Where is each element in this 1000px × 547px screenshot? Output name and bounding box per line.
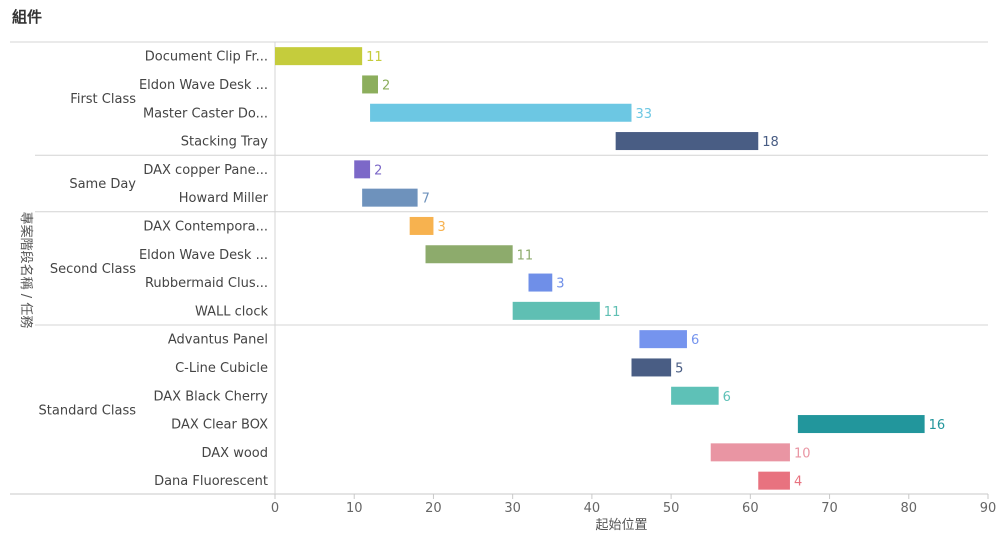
y-axis-title: 專案階段名稱 / 任務 xyxy=(18,212,34,329)
bar-value-label: 3 xyxy=(556,277,564,292)
task-bar xyxy=(512,301,600,320)
bar-value-label: 5 xyxy=(675,361,683,376)
task-label: DAX Black Cherry xyxy=(154,389,269,404)
bar-value-label: 16 xyxy=(929,418,946,433)
bar-value-label: 6 xyxy=(723,390,731,405)
task-label: Stacking Tray xyxy=(181,135,269,150)
bar-value-label: 10 xyxy=(794,446,811,461)
task-label: Rubbermaid Clus... xyxy=(145,276,268,291)
task-bar xyxy=(671,386,719,405)
bar-value-label: 18 xyxy=(762,135,779,150)
x-tick-label: 70 xyxy=(821,501,838,516)
task-label: DAX copper Pane... xyxy=(143,163,268,178)
task-bar xyxy=(362,188,418,207)
chart-title: 組件 xyxy=(12,8,43,26)
bar-value-label: 6 xyxy=(691,333,699,348)
task-label: DAX Contempora... xyxy=(143,219,268,234)
task-label: Document Clip Fr... xyxy=(145,50,268,65)
task-label: Master Caster Do... xyxy=(143,106,268,121)
bar-value-label: 7 xyxy=(422,192,430,207)
x-tick-label: 60 xyxy=(742,501,759,516)
task-bar xyxy=(710,443,790,462)
task-bar xyxy=(615,132,759,151)
task-bar xyxy=(631,358,672,377)
task-bar xyxy=(354,160,371,179)
task-label: DAX Clear BOX xyxy=(171,418,268,433)
x-tick-label: 90 xyxy=(980,501,997,516)
task-bar xyxy=(370,103,632,122)
task-bar xyxy=(275,47,363,66)
task-label: C-Line Cubicle xyxy=(175,361,268,376)
x-tick-label: 40 xyxy=(584,501,601,516)
x-axis-title: 起始位置 xyxy=(595,518,647,533)
bar-value-label: 11 xyxy=(604,305,621,320)
task-bar xyxy=(362,75,378,94)
task-label: DAX wood xyxy=(201,446,268,461)
task-label: Advantus Panel xyxy=(168,333,268,348)
x-tick-label: 30 xyxy=(504,501,521,516)
bar-value-label: 3 xyxy=(437,220,445,235)
task-bar xyxy=(797,415,925,434)
task-label: Eldon Wave Desk ... xyxy=(139,78,268,93)
task-bar xyxy=(409,216,434,235)
group-label: First Class xyxy=(70,92,136,107)
task-bar xyxy=(758,471,790,490)
task-bar xyxy=(639,330,687,349)
bar-value-label: 4 xyxy=(794,475,802,490)
bar-value-label: 2 xyxy=(382,78,390,93)
x-tick-label: 10 xyxy=(346,501,363,516)
task-label: Howard Miller xyxy=(179,191,269,206)
task-bar xyxy=(528,273,553,292)
task-bar xyxy=(425,245,513,264)
task-label: Dana Fluorescent xyxy=(154,474,268,489)
x-tick-label: 0 xyxy=(271,501,279,516)
bar-value-label: 11 xyxy=(366,50,383,65)
bar-value-label: 11 xyxy=(517,248,534,263)
task-label: WALL clock xyxy=(195,304,269,319)
bar-value-label: 33 xyxy=(636,107,653,122)
group-label: Second Class xyxy=(50,262,136,277)
group-label: Same Day xyxy=(69,177,136,192)
x-tick-label: 80 xyxy=(901,501,918,516)
task-label: Eldon Wave Desk ... xyxy=(139,248,268,263)
group-label: Standard Class xyxy=(39,403,137,418)
bar-value-label: 2 xyxy=(374,163,382,178)
x-tick-label: 20 xyxy=(425,501,442,516)
x-tick-label: 50 xyxy=(663,501,680,516)
